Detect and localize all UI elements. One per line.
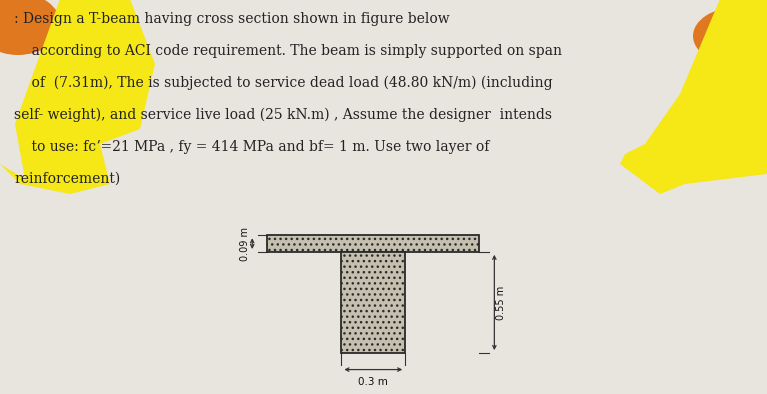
Text: to use: fcʼ=21 MPa , fy = 414 MPa and bf= 1 m. Use two layer of: to use: fcʼ=21 MPa , fy = 414 MPa and bf… <box>14 140 489 154</box>
Polygon shape <box>620 0 767 194</box>
Text: 0.09 m: 0.09 m <box>240 227 250 260</box>
Ellipse shape <box>0 0 61 55</box>
Polygon shape <box>0 0 155 194</box>
Text: self- weight), and service live load (25 kN.m) , Assume the designer  intends: self- weight), and service live load (25… <box>14 108 552 123</box>
Ellipse shape <box>693 7 767 65</box>
Text: 0.3 m: 0.3 m <box>358 377 388 387</box>
Bar <box>267 235 479 252</box>
Text: according to ACI code requirement. The beam is simply supported on span: according to ACI code requirement. The b… <box>14 44 562 58</box>
Text: 0.55 m: 0.55 m <box>496 285 506 320</box>
Bar <box>341 252 405 353</box>
Text: : Design a T-beam having cross section shown in figure below: : Design a T-beam having cross section s… <box>14 12 449 26</box>
Text: reinforcement): reinforcement) <box>14 172 120 186</box>
Text: of  (7.31m), The is subjected to service dead load (48.80 kN/m) (including: of (7.31m), The is subjected to service … <box>14 76 553 90</box>
